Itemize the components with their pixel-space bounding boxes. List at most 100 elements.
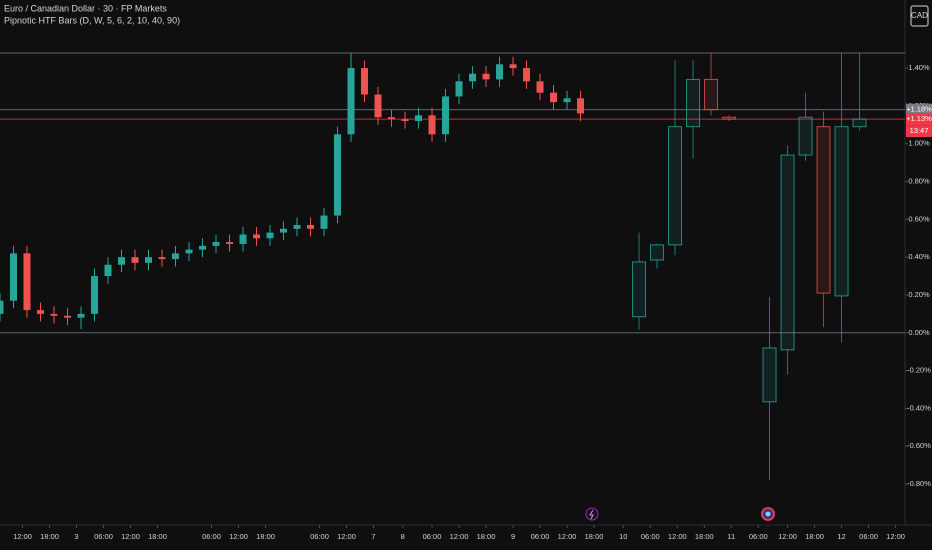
candle-body xyxy=(266,232,274,239)
currency-label[interactable]: CAD xyxy=(911,11,928,20)
htf-body xyxy=(852,118,867,128)
x-tick-label: 12:00 xyxy=(778,532,797,541)
htf-body xyxy=(632,261,647,318)
candle-body xyxy=(23,253,31,311)
y-tick-label: -0.20% xyxy=(907,366,931,375)
candle-body xyxy=(361,68,369,95)
candle-body xyxy=(523,68,531,82)
candle-body xyxy=(131,257,139,263)
candle-body xyxy=(401,119,409,122)
candle-body xyxy=(185,249,193,254)
x-tick-label: 18:00 xyxy=(40,532,59,541)
countdown-box xyxy=(906,125,932,138)
candle-body xyxy=(536,81,544,93)
event-dot xyxy=(765,511,771,517)
candle-body xyxy=(563,98,571,103)
y-tick-label: 1.00% xyxy=(908,139,930,148)
x-tick-label: 06:00 xyxy=(310,532,329,541)
x-tick-label: 12:00 xyxy=(337,532,356,541)
y-tick-label: 0.00% xyxy=(908,328,930,337)
candle-body xyxy=(334,134,342,216)
candle-body xyxy=(415,115,423,122)
x-tick-label: 06:00 xyxy=(423,532,442,541)
candle-body xyxy=(212,242,220,246)
x-tick-label: 12:00 xyxy=(121,532,140,541)
x-tick-label: 12 xyxy=(837,532,845,541)
x-tick-label: 12:00 xyxy=(450,532,469,541)
candle-body xyxy=(509,64,517,69)
currency-box[interactable] xyxy=(910,5,929,27)
x-tick-label: 06:00 xyxy=(749,532,768,541)
x-tick-label: 18:00 xyxy=(477,532,496,541)
chart-title: Euro / Canadian Dollar · 30 · FP Markets xyxy=(4,3,167,13)
x-tick-label: 3 xyxy=(74,532,78,541)
candle-body xyxy=(0,300,4,314)
x-tick-label: 12:00 xyxy=(13,532,32,541)
x-tick-label: 06:00 xyxy=(859,532,878,541)
x-tick-label: 18:00 xyxy=(256,532,275,541)
x-tick-label: 06:00 xyxy=(641,532,660,541)
y-tick-label: -0.60% xyxy=(907,441,931,450)
x-tick-label: 18:00 xyxy=(148,532,167,541)
candle-body xyxy=(320,215,328,229)
x-tick-label: 18:00 xyxy=(695,532,714,541)
candle-body xyxy=(496,64,504,80)
candle-body xyxy=(550,92,558,103)
y-tick-label: 0.80% xyxy=(908,177,930,186)
price-label: +1.18% xyxy=(906,105,932,114)
candle-body xyxy=(118,257,126,265)
candle-body xyxy=(239,234,247,244)
price-label-box xyxy=(906,113,932,126)
htf-body xyxy=(722,116,737,120)
x-tick-label: 8 xyxy=(401,532,405,541)
x-tick-label: 06:00 xyxy=(531,532,550,541)
y-tick-label: 0.40% xyxy=(908,252,930,261)
y-tick-label: -0.80% xyxy=(907,479,931,488)
price-label-box xyxy=(906,103,932,116)
x-tick-label: 9 xyxy=(511,532,515,541)
x-tick-label: 11 xyxy=(727,532,735,541)
x-tick-label: 10 xyxy=(619,532,627,541)
candle-body xyxy=(145,257,153,263)
x-tick-label: 18:00 xyxy=(805,532,824,541)
candle-body xyxy=(469,73,477,82)
htf-body xyxy=(650,244,665,261)
candle-body xyxy=(226,242,234,244)
candle-body xyxy=(37,310,45,314)
event-icon[interactable] xyxy=(585,507,599,521)
candle-body xyxy=(91,276,99,314)
htf-body xyxy=(704,78,719,111)
htf-body xyxy=(686,78,701,128)
y-tick-label: 1.40% xyxy=(908,63,930,72)
candle-body xyxy=(455,81,463,97)
candle-body xyxy=(428,115,436,135)
y-tick-label: 0.60% xyxy=(908,214,930,223)
candle-body xyxy=(10,253,18,301)
candle-body xyxy=(388,117,396,120)
candle-body xyxy=(50,313,58,316)
candle-body xyxy=(577,98,585,114)
lightning-icon xyxy=(589,509,594,520)
y-tick-label: -0.40% xyxy=(907,403,931,412)
candle-body xyxy=(307,225,315,229)
htf-body xyxy=(816,126,831,294)
candle-body xyxy=(199,245,207,250)
countdown-label: 13:47 xyxy=(910,126,929,135)
candle-body xyxy=(374,94,382,118)
x-tick-label: 12:00 xyxy=(229,532,248,541)
candle-body xyxy=(64,315,72,318)
candle-body xyxy=(442,96,450,135)
candle-body xyxy=(347,68,355,135)
x-tick-label: 06:00 xyxy=(94,532,113,541)
candle-body xyxy=(253,234,261,239)
htf-body xyxy=(834,126,849,297)
htf-body xyxy=(798,116,813,156)
indicator-label: Pipnotic HTF Bars (D, W, 5, 6, 2, 10, 40… xyxy=(4,15,180,25)
y-tick-label: 0.20% xyxy=(908,290,930,299)
candle-body xyxy=(104,264,112,277)
x-tick-label: 12:00 xyxy=(668,532,687,541)
htf-body xyxy=(762,347,777,403)
x-tick-label: 7 xyxy=(371,532,375,541)
